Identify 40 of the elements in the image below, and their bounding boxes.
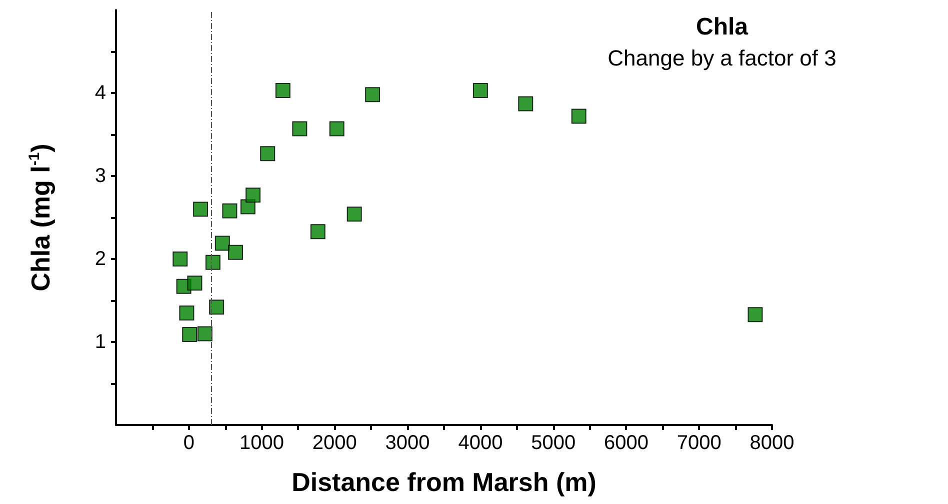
y-tick-label: 2 (94, 248, 106, 270)
point (329, 121, 344, 136)
y-tick-label: 1 (94, 331, 106, 353)
y-tick-label: 4 (94, 82, 106, 104)
y-axis-title: Chla (mg l-1) (26, 144, 56, 292)
point (193, 202, 208, 217)
point (292, 121, 308, 136)
point (222, 203, 238, 218)
point (518, 96, 534, 112)
x-tick-label: 5000 (531, 432, 576, 454)
point (214, 236, 230, 251)
point (172, 252, 188, 266)
point (228, 244, 244, 260)
x-tick-label: 0 (183, 432, 194, 454)
x-tick-label: 1000 (240, 432, 284, 454)
point (310, 224, 326, 240)
x-tick-label: 7000 (676, 432, 722, 454)
point (260, 146, 276, 162)
x-tick-label: 8000 (750, 432, 794, 454)
point (365, 87, 380, 102)
x-axis-title: Distance from Marsh (m) (292, 467, 596, 497)
point (205, 254, 220, 270)
point (179, 305, 194, 320)
point (197, 326, 212, 342)
x-tick-label: 2000 (312, 432, 357, 454)
chart-title: Chla (696, 14, 749, 40)
x-tick-label: 3000 (385, 432, 430, 454)
point (275, 83, 290, 98)
point (571, 108, 586, 124)
text: Change by a factor of 3 (608, 46, 836, 70)
point (182, 327, 198, 342)
point (246, 188, 261, 203)
x-tick-label: 4000 (458, 432, 503, 454)
point (187, 276, 202, 291)
y-tick-label: 3 (94, 165, 106, 187)
point (472, 83, 488, 98)
point (748, 307, 763, 322)
point (346, 206, 362, 222)
x-tick-label: 6000 (604, 432, 648, 454)
point (209, 300, 224, 315)
